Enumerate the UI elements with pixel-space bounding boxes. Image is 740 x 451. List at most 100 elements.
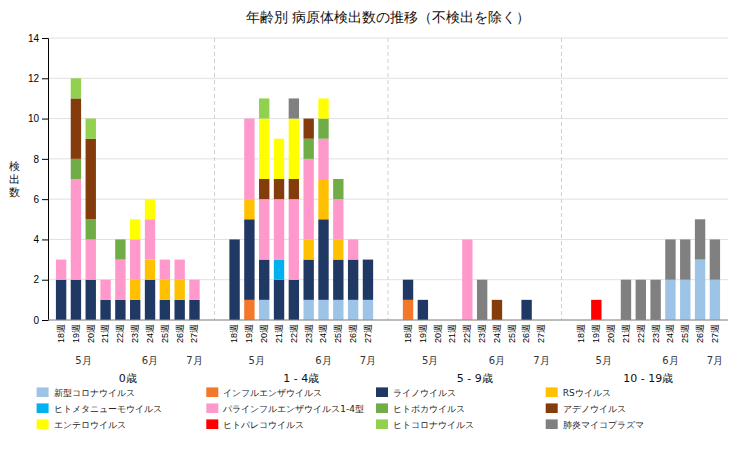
x-tick-label: 25週	[160, 324, 170, 343]
legend-item: RSウイルス	[546, 387, 611, 398]
legend-label: ヒトコロナウイルス	[393, 420, 474, 430]
x-tick-label: 18週	[229, 324, 239, 343]
y-tick-mark	[42, 38, 48, 39]
bar-segment	[348, 239, 358, 240]
month-label: 6月	[489, 355, 505, 366]
y-tick-mark	[42, 159, 48, 160]
bar-segment	[229, 239, 239, 240]
legend-swatch	[376, 403, 388, 413]
bar-segment	[100, 300, 110, 320]
x-tick-label: 27週	[363, 324, 373, 343]
bar-segment	[160, 259, 170, 260]
bar-segment	[56, 259, 66, 260]
bar-segment	[333, 239, 343, 259]
legend-swatch	[376, 419, 388, 429]
bar-segment	[650, 280, 660, 320]
bar-segment	[333, 179, 343, 180]
bar-segment	[229, 239, 239, 240]
bar-segment	[492, 299, 502, 300]
x-tick: 25週	[507, 324, 517, 343]
bar-segment	[363, 259, 373, 260]
bar-segment	[318, 98, 328, 99]
bar-segment	[86, 139, 96, 220]
bar-segment	[318, 219, 328, 300]
series-bars	[71, 78, 270, 138]
bar-segment	[274, 260, 284, 280]
bar-segment	[333, 179, 343, 180]
x-tick-label: 24週	[145, 324, 155, 343]
bar-segment	[244, 199, 254, 219]
bar-segment	[418, 299, 428, 300]
x-tick-label: 24週	[318, 324, 328, 343]
y-tick-mark	[42, 78, 48, 79]
x-tick: 19週	[591, 324, 601, 343]
bar-segment	[56, 259, 66, 260]
y-tick-label: 8	[33, 154, 39, 165]
group-label: 0歳	[119, 372, 137, 385]
bar-segment	[244, 119, 254, 200]
x-tick: 27週	[189, 324, 199, 343]
bar-segment	[100, 279, 110, 280]
bar-segment	[348, 300, 358, 320]
group-label: 5 - 9歳	[457, 372, 493, 385]
legend-label: ライノウイルス	[393, 388, 456, 398]
bar-segment	[100, 279, 110, 280]
bar-segment	[130, 219, 140, 220]
x-axis-group: 18週19週20週21週22週23週24週25週26週27週	[576, 324, 719, 343]
bar-segment	[403, 279, 413, 280]
x-tick-label: 27週	[536, 324, 546, 343]
bar-segment	[636, 280, 646, 320]
bar-segment	[130, 280, 140, 300]
month-labels: 5月6月7月5月6月7月5月6月7月5月6月7月	[75, 355, 723, 366]
bar-segment	[160, 259, 170, 260]
y-tick-label: 10	[28, 113, 40, 124]
bar-segment	[462, 239, 472, 240]
legend-item: ヒトボカウイルス	[376, 403, 465, 414]
x-tick-label: 21週	[274, 324, 284, 343]
bar-segment	[86, 219, 96, 239]
y-axis-line	[42, 39, 49, 321]
bar-segment	[145, 280, 155, 320]
bar-segment	[521, 299, 531, 300]
bar-segment	[56, 260, 66, 280]
x-tick: 27週	[710, 324, 720, 343]
bar-segment	[462, 239, 472, 240]
x-tick: 20週	[259, 324, 269, 343]
bar-segment	[71, 280, 81, 320]
bar-segment	[521, 299, 531, 300]
y-tick-label: 0	[33, 315, 39, 326]
x-tick-label: 26週	[521, 324, 531, 343]
bar-segment	[86, 280, 96, 320]
bar-segment	[477, 280, 487, 320]
bar-segment	[100, 279, 110, 280]
y-axis-title: 検出数	[9, 160, 20, 199]
y-tick: 2	[33, 274, 48, 285]
y-tick-mark	[42, 239, 48, 240]
x-tick-label: 18週	[576, 324, 586, 343]
bars	[56, 78, 720, 320]
bar-segment	[521, 299, 531, 300]
bar-segment	[710, 239, 720, 279]
bar-segment	[289, 179, 299, 199]
x-axis-group: 18週19週20週21週22週23週24週25週26週27週	[403, 324, 546, 343]
x-tick: 23週	[304, 324, 314, 343]
legend-swatch	[206, 387, 218, 397]
month-label: 6月	[315, 355, 331, 366]
bar-segment	[318, 179, 328, 219]
bar-segment	[521, 300, 531, 320]
bar-segment	[229, 239, 239, 240]
x-tick-label: 19週	[418, 324, 428, 343]
legend-swatch	[206, 419, 218, 429]
bar-segment	[318, 98, 328, 118]
x-tick: 24週	[492, 324, 502, 343]
bar-segment	[259, 98, 269, 99]
bar-segment	[174, 259, 184, 260]
x-tick: 26週	[695, 324, 705, 343]
bar-segment	[303, 118, 313, 119]
bar-segment	[303, 118, 313, 119]
y-tick: 6	[33, 194, 48, 205]
group-separator	[214, 38, 215, 320]
legend-label: ヒトボカウイルス	[393, 404, 465, 414]
bar-segment	[418, 299, 428, 300]
x-tick-label: 22週	[636, 324, 646, 343]
